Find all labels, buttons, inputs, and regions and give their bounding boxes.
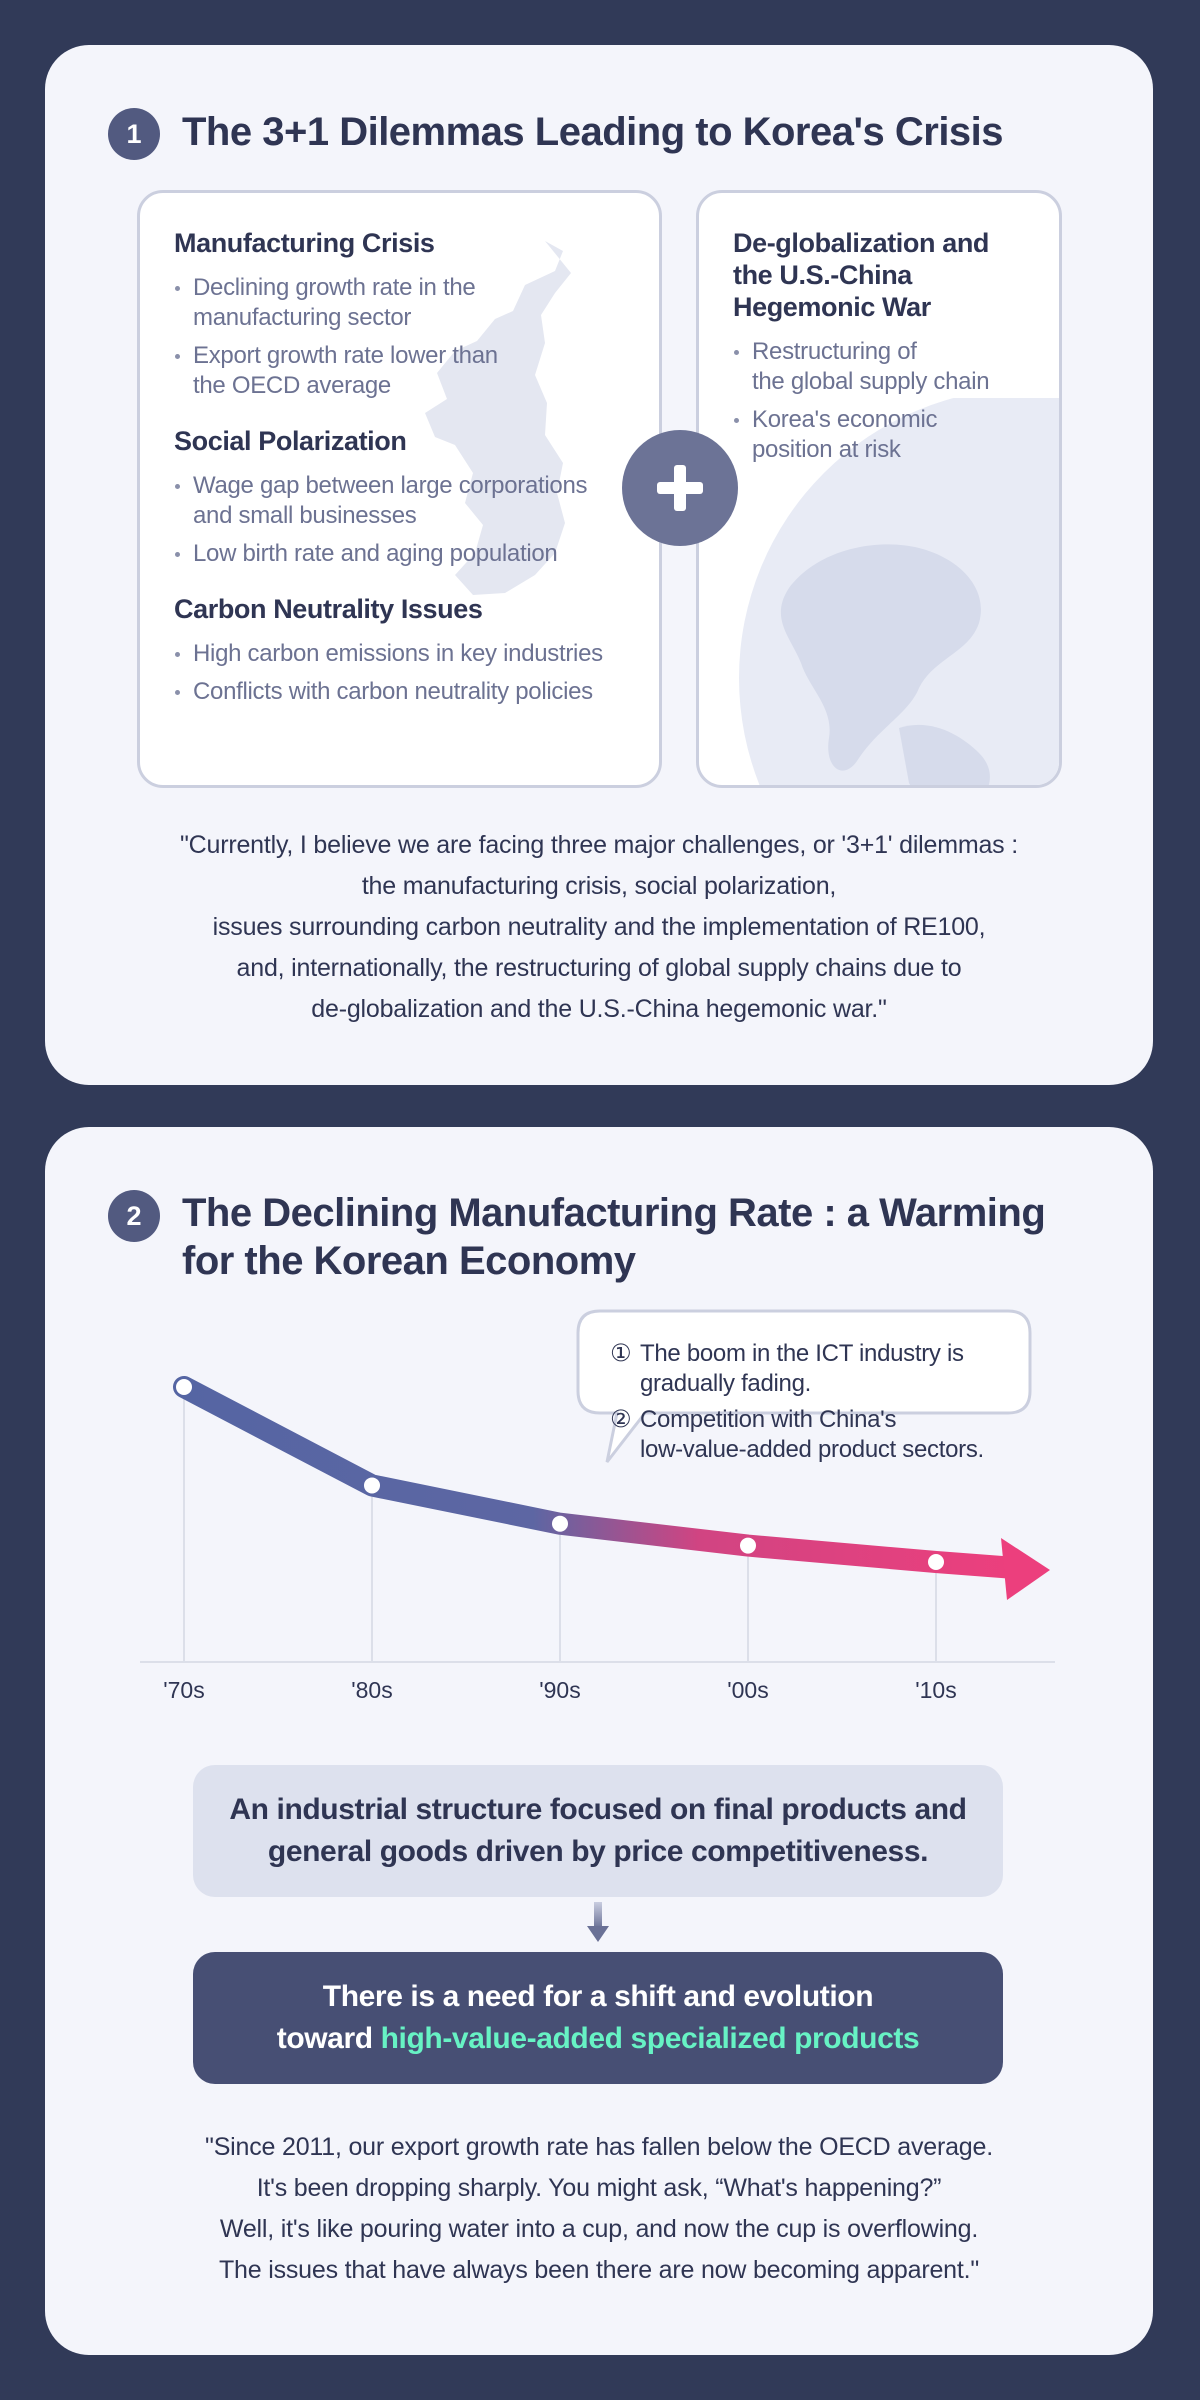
callout-line: Competition with China's low-value-added… [640,1406,984,1463]
callout-item: ② Competition with China's low-value-adde… [610,1405,1050,1465]
plus-icon [622,430,738,546]
trend-point [928,1554,944,1570]
needed-shift-text: There is a need for a shift and evolutio… [276,1980,874,2055]
decade-tick-label: '90s [539,1677,581,1703]
trend-arrow-head [1001,1538,1050,1600]
korea-map-icon [425,241,571,595]
global-dilemma-title: De-globalization and the U.S.-China Hege… [733,228,990,322]
global-dilemma-box: De-globalization and the U.S.-China Hege… [696,190,1062,788]
section-1-header: 1 The 3+1 Dilemmas Leading to Korea's Cr… [108,107,1004,160]
decade-tick-label: '80s [351,1677,393,1703]
dilemma-categories: Manufacturing Crisis Declining growth rat… [174,227,639,731]
callout-bubble [576,1309,1032,1463]
dilemmas-card: 1 The 3+1 Dilemmas Leading to Korea's Cr… [45,45,1153,1085]
manufacturing-card: 2 The Declining Manufacturing Rate : a W… [45,1127,1153,2355]
bullet-item: Wage gap between large corporations and … [174,471,639,531]
bullet-item: Conflicts with carbon neutrality policie… [174,677,639,707]
dilemma-category: Manufacturing Crisis Declining growth rat… [174,227,639,401]
needed-shift-box: There is a need for a shift and evolutio… [193,1952,1003,2084]
section-2-header: 2 The Declining Manufacturing Rate : a W… [108,1189,1046,1285]
globe-icon [739,398,1059,785]
dilemma-category: Social Polarization Wage gap between larg… [174,425,639,569]
manufacturing-trend-chart [140,1309,1055,1663]
section-title: The 3+1 Dilemmas Leading to Korea's Cris… [182,110,1004,154]
bullet-item: Korea's economic position at risk [733,405,1039,465]
category-title: Manufacturing Crisis [174,228,435,258]
decade-tick-label: '00s [727,1677,769,1703]
category-bullet-list: Wage gap between large corporations and … [174,471,639,569]
highlighted-text: high-value-added specialized products [380,2022,920,2055]
callout-text: ① The boom in the ICT industry is gradual… [610,1339,1050,1471]
bullet-item: Declining growth rate in the manufacturi… [174,273,639,333]
trend-point [740,1537,756,1554]
category-title: Carbon Neutrality Issues [174,594,483,624]
trend-line [173,1376,1026,1579]
bullet-item: Low birth rate and aging population [174,539,639,569]
domestic-dilemmas-box: Manufacturing Crisis Declining growth rat… [137,190,662,788]
section-title: The Declining Manufacturing Rate : a War… [182,1191,1046,1283]
dilemma-category: Carbon Neutrality Issues High carbon emis… [174,593,639,707]
global-dilemma-content: De-globalization and the U.S.-China Hege… [733,227,1039,473]
bullet-item: High carbon emissions in key industries [174,639,639,669]
section-number-badge: 2 [108,1190,160,1242]
global-dilemma-list: Restructuring of the global supply chain… [733,337,1039,465]
decade-tick-label: '10s [915,1677,957,1703]
category-bullet-list: High carbon emissions in key industries C… [174,639,639,707]
trend-point [364,1477,380,1494]
dilemmas-quote: "Currently, I believe we are facing thre… [180,831,1018,1023]
callout-line: The boom in the ICT industry is graduall… [640,1340,964,1397]
category-bullet-list: Declining growth rate in the manufacturi… [174,273,639,401]
section-number-badge: 1 [108,108,160,160]
decade-tick-label: '70s [163,1677,205,1703]
callout-number: ② [610,1406,632,1433]
callout-number: ① [610,1340,632,1367]
trend-point [176,1379,192,1395]
bullet-item: Restructuring of the global supply chain [733,337,1039,397]
bullet-item: Export growth rate lower than the OECD a… [174,341,639,401]
current-structure-box: An industrial structure focused on final… [193,1765,1003,1897]
down-arrow-icon [587,1902,609,1942]
export-quote: "Since 2011, our export growth rate has … [205,2133,993,2284]
callout-item: ① The boom in the ICT industry is gradual… [610,1339,1050,1399]
trend-point [552,1515,568,1532]
category-title: Social Polarization [174,426,407,456]
